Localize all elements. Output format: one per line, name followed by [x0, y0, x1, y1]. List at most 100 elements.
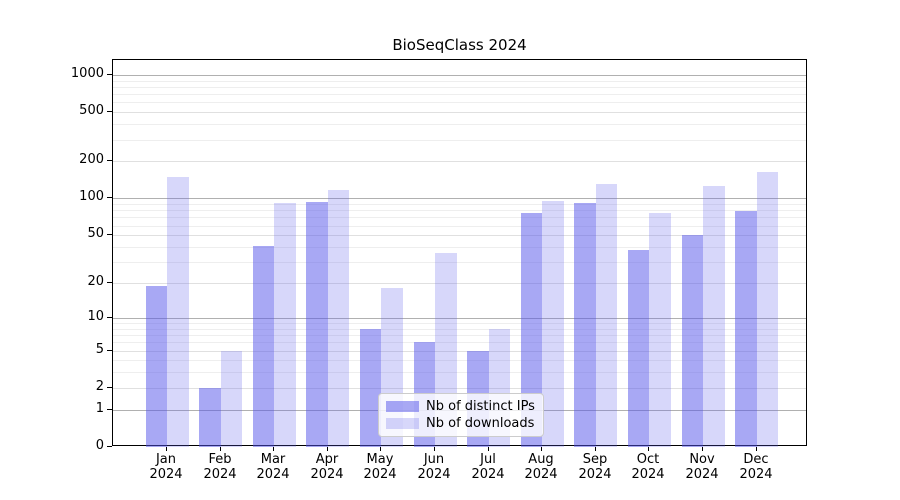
- gridline: [113, 283, 806, 284]
- x-axis-tick-label: Apr 2024: [297, 452, 357, 482]
- plot-area: [112, 59, 807, 447]
- gridline: [113, 360, 806, 361]
- y-axis-tick-mark: [107, 111, 112, 112]
- legend-label: Nb of downloads: [426, 416, 535, 431]
- gridline: [113, 87, 806, 88]
- gridline: [113, 75, 806, 76]
- bar-distinct-ips: [145, 285, 167, 447]
- gridline: [113, 262, 806, 263]
- x-tick-month: Sep: [582, 452, 608, 467]
- y-axis-tick-label: 0: [95, 438, 104, 453]
- y-axis-tick-mark: [107, 387, 112, 388]
- x-tick-year: 2024: [578, 467, 612, 482]
- y-axis-tick-label: 500: [79, 103, 104, 118]
- gridline: [113, 217, 806, 218]
- x-axis-tick-mark: [434, 447, 435, 451]
- x-tick-month: Mar: [260, 452, 286, 467]
- bar-downloads: [542, 201, 564, 447]
- gridline: [113, 351, 806, 352]
- bar-distinct-ips: [627, 249, 650, 447]
- x-axis-tick-label: Jul 2024: [458, 452, 518, 482]
- x-axis-tick-label: Aug 2024: [511, 452, 571, 482]
- bar-distinct-ips: [574, 202, 596, 447]
- x-axis-tick-label: Feb 2024: [190, 452, 250, 482]
- gridline: [113, 342, 806, 343]
- bar-distinct-ips: [252, 245, 275, 447]
- x-axis-tick-mark: [488, 447, 489, 451]
- x-axis-tick-mark: [220, 447, 221, 451]
- gridline: [113, 102, 806, 103]
- gridline: [113, 247, 806, 248]
- gridline: [113, 210, 806, 211]
- bar-downloads: [756, 172, 779, 447]
- y-axis-tick-label: 200: [79, 152, 104, 167]
- x-tick-year: 2024: [203, 467, 237, 482]
- x-axis-tick-label: Dec 2024: [726, 452, 786, 482]
- x-tick-month: Feb: [208, 452, 232, 467]
- bar-downloads: [649, 213, 671, 447]
- legend-label: Nb of distinct IPs: [426, 399, 535, 414]
- x-axis-tick-label: Jun 2024: [404, 452, 464, 482]
- x-tick-month: Jul: [480, 452, 496, 467]
- y-axis-tick-label: 1: [95, 401, 104, 416]
- gridline: [113, 323, 806, 324]
- gridline: [113, 81, 806, 82]
- x-tick-year: 2024: [363, 467, 397, 482]
- y-axis-tick-label: 1000: [70, 66, 104, 81]
- x-tick-year: 2024: [149, 467, 183, 482]
- y-axis-tick-label: 50: [87, 226, 104, 241]
- x-axis-tick-mark: [380, 447, 381, 451]
- legend: Nb of distinct IPs Nb of downloads: [378, 393, 544, 437]
- x-axis-tick-mark: [273, 447, 274, 451]
- gridline: [113, 329, 806, 330]
- y-axis-tick-label: 5: [95, 342, 104, 357]
- bar-distinct-ips: [306, 201, 328, 447]
- x-tick-month: Jun: [423, 452, 445, 467]
- legend-item: Nb of downloads: [386, 416, 535, 431]
- x-tick-year: 2024: [524, 467, 558, 482]
- gridline: [113, 372, 806, 373]
- y-axis-tick-mark: [107, 409, 112, 410]
- x-axis-tick-mark: [541, 447, 542, 451]
- y-axis-tick-label: 20: [87, 274, 104, 289]
- bar-distinct-ips: [520, 213, 543, 447]
- x-tick-month: Aug: [528, 452, 554, 467]
- x-tick-year: 2024: [417, 467, 451, 482]
- x-tick-year: 2024: [685, 467, 719, 482]
- bar-downloads: [274, 202, 296, 447]
- legend-swatch-distinct-ips: [386, 401, 419, 412]
- x-axis-tick-mark: [327, 447, 328, 451]
- gridline: [113, 335, 806, 336]
- y-axis-tick-label: 2: [95, 379, 104, 394]
- x-tick-year: 2024: [310, 467, 344, 482]
- bar-downloads: [595, 184, 618, 447]
- x-axis-tick-mark: [166, 447, 167, 451]
- x-axis-tick-label: Mar 2024: [243, 452, 303, 482]
- y-axis-tick-label: 10: [87, 309, 104, 324]
- x-tick-year: 2024: [471, 467, 505, 482]
- x-tick-month: Dec: [743, 452, 769, 467]
- x-axis-tick-mark: [595, 447, 596, 451]
- bar-downloads: [167, 177, 189, 447]
- x-tick-month: Jan: [155, 452, 177, 467]
- gridline: [113, 140, 806, 141]
- bar-distinct-ips: [199, 387, 221, 447]
- y-axis-tick-mark: [107, 234, 112, 235]
- x-axis-tick-mark: [756, 447, 757, 451]
- y-axis-tick-mark: [107, 74, 112, 75]
- x-axis-tick-label: Jan 2024: [136, 452, 196, 482]
- x-axis-tick-label: Oct 2024: [618, 452, 678, 482]
- gridline: [113, 318, 806, 319]
- y-axis-tick-mark: [107, 446, 112, 447]
- x-axis-tick-label: May 2024: [350, 452, 410, 482]
- y-axis-tick-mark: [107, 282, 112, 283]
- x-tick-month: Nov: [689, 452, 715, 467]
- x-tick-year: 2024: [256, 467, 290, 482]
- y-axis-tick-mark: [107, 350, 112, 351]
- bar-downloads: [220, 350, 243, 447]
- x-tick-month: May: [366, 452, 394, 467]
- y-axis-tick-mark: [107, 317, 112, 318]
- bar-downloads: [327, 190, 350, 447]
- y-axis-tick-mark: [107, 160, 112, 161]
